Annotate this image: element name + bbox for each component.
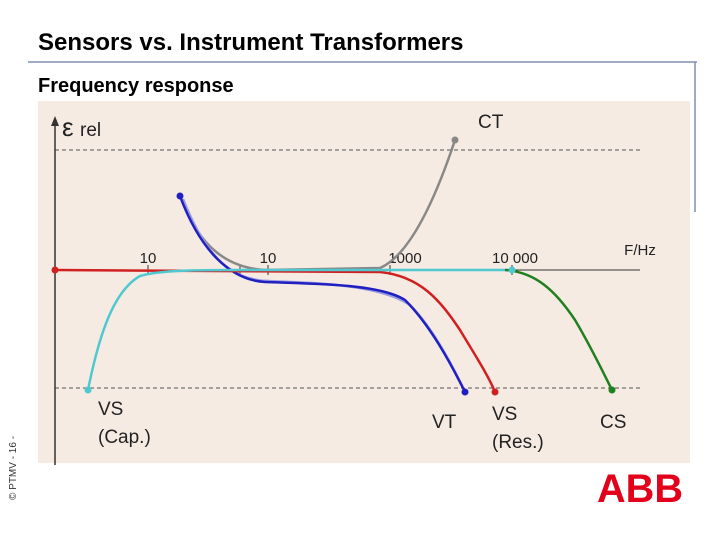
vs-res-curve: [54, 268, 497, 393]
x-label: F/Hz: [624, 242, 656, 259]
curve-label: VT: [432, 412, 457, 433]
tick-label: 10: [260, 250, 277, 267]
vt-curve: [178, 195, 467, 393]
logo: ABB: [597, 467, 683, 511]
vs-cap-curve: [86, 268, 512, 391]
curve-label: CS: [600, 412, 626, 433]
cs-curve: [504, 268, 614, 391]
curves: [54, 139, 614, 393]
subtitle: Frequency response: [38, 75, 234, 97]
curve-dots: [51, 136, 616, 396]
curve-label: CT: [478, 112, 504, 133]
y-label-sub: rel: [80, 120, 101, 141]
tick-label: 10: [140, 250, 157, 267]
curve-label: VS (Res.): [492, 404, 544, 453]
curve-label: VS (Cap.): [98, 399, 151, 448]
y-label: ε: [62, 112, 74, 142]
copyright: © PTMV - 16 -: [8, 436, 19, 500]
tick-label: 1000: [388, 250, 421, 267]
tick-label: 10 000: [492, 250, 538, 267]
plot-area: [38, 101, 690, 463]
title: Sensors vs. Instrument Transformers: [38, 29, 463, 56]
y-arrow: [51, 116, 59, 126]
